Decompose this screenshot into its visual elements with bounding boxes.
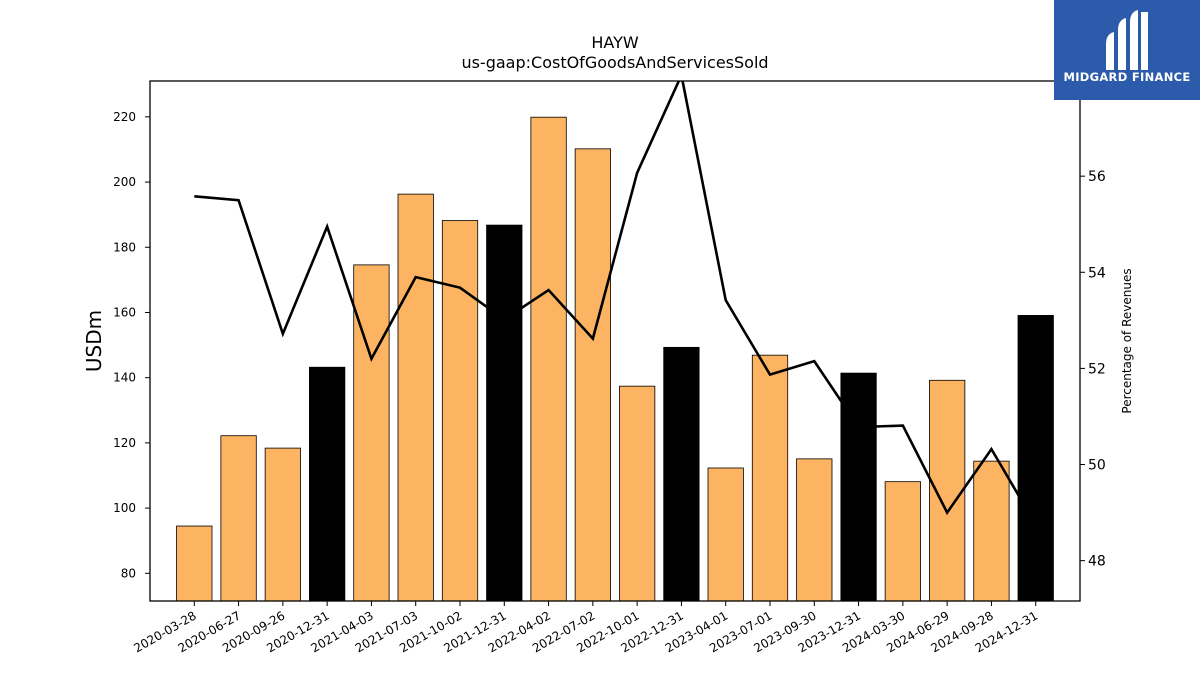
bar-2021-12-31 bbox=[486, 224, 523, 602]
bar-2022-07-02 bbox=[574, 148, 611, 602]
bar-group bbox=[176, 116, 1054, 602]
y-tick-label: 80 bbox=[121, 566, 136, 580]
logo-text: MIDGARD FINANCE bbox=[1063, 70, 1190, 84]
logo-mark-icon bbox=[1106, 10, 1148, 70]
chart-subtitle: us-gaap:CostOfGoodsAndServicesSold bbox=[461, 53, 768, 72]
bar-2022-12-31 bbox=[663, 346, 700, 602]
y-tick-label: 120 bbox=[113, 436, 136, 450]
y2-tick-label: 56 bbox=[1088, 169, 1106, 185]
y-tick-label: 140 bbox=[113, 371, 136, 385]
line-layer bbox=[194, 81, 1037, 526]
y-axis-label-right: Percentage of Revenues bbox=[1120, 268, 1134, 413]
y-tick-label: 220 bbox=[113, 110, 136, 124]
bar-2022-04-02 bbox=[530, 116, 567, 602]
y-tick-label: 200 bbox=[113, 175, 136, 189]
bar-2023-04-01 bbox=[707, 467, 744, 602]
bar-2023-09-30 bbox=[796, 458, 833, 602]
y-tick-label: 160 bbox=[113, 305, 136, 319]
y-axis-right: 48 50 52 54 56 bbox=[1080, 169, 1106, 570]
x-axis: 2020-03-282020-06-272020-09-262020-12-31… bbox=[131, 601, 1040, 655]
chart-title: HAYW bbox=[591, 33, 639, 52]
bar-2020-06-27 bbox=[220, 435, 257, 602]
y2-tick-label: 50 bbox=[1088, 458, 1106, 474]
bar-2021-07-03 bbox=[397, 193, 434, 602]
percentage-line bbox=[194, 81, 1037, 526]
y-axis-label-left: USDm bbox=[82, 310, 106, 372]
bar-2021-04-03 bbox=[353, 264, 390, 602]
bar-2020-12-31 bbox=[309, 366, 346, 602]
bar-2020-03-28 bbox=[176, 525, 213, 602]
bar-2023-07-01 bbox=[751, 354, 789, 602]
logo-background bbox=[1054, 0, 1200, 100]
y2-tick-label: 54 bbox=[1088, 265, 1106, 281]
plot-frame bbox=[149, 80, 1081, 602]
bar-2024-12-31 bbox=[1017, 315, 1054, 602]
y-tick-label: 100 bbox=[113, 501, 136, 515]
bar-2021-10-02 bbox=[441, 220, 479, 602]
bar-2024-09-28 bbox=[973, 460, 1010, 602]
y2-tick-label: 48 bbox=[1088, 554, 1106, 570]
logo: MIDGARD FINANCE bbox=[1054, 0, 1200, 100]
bar-2022-10-01 bbox=[619, 385, 656, 602]
bar-2024-03-30 bbox=[884, 481, 921, 602]
bar-2020-09-26 bbox=[264, 447, 301, 602]
y-tick-label: 180 bbox=[113, 240, 136, 254]
y-axis-left: 80 100 120 140 160 180 200 220 bbox=[113, 110, 150, 580]
y2-tick-label: 52 bbox=[1088, 361, 1106, 377]
